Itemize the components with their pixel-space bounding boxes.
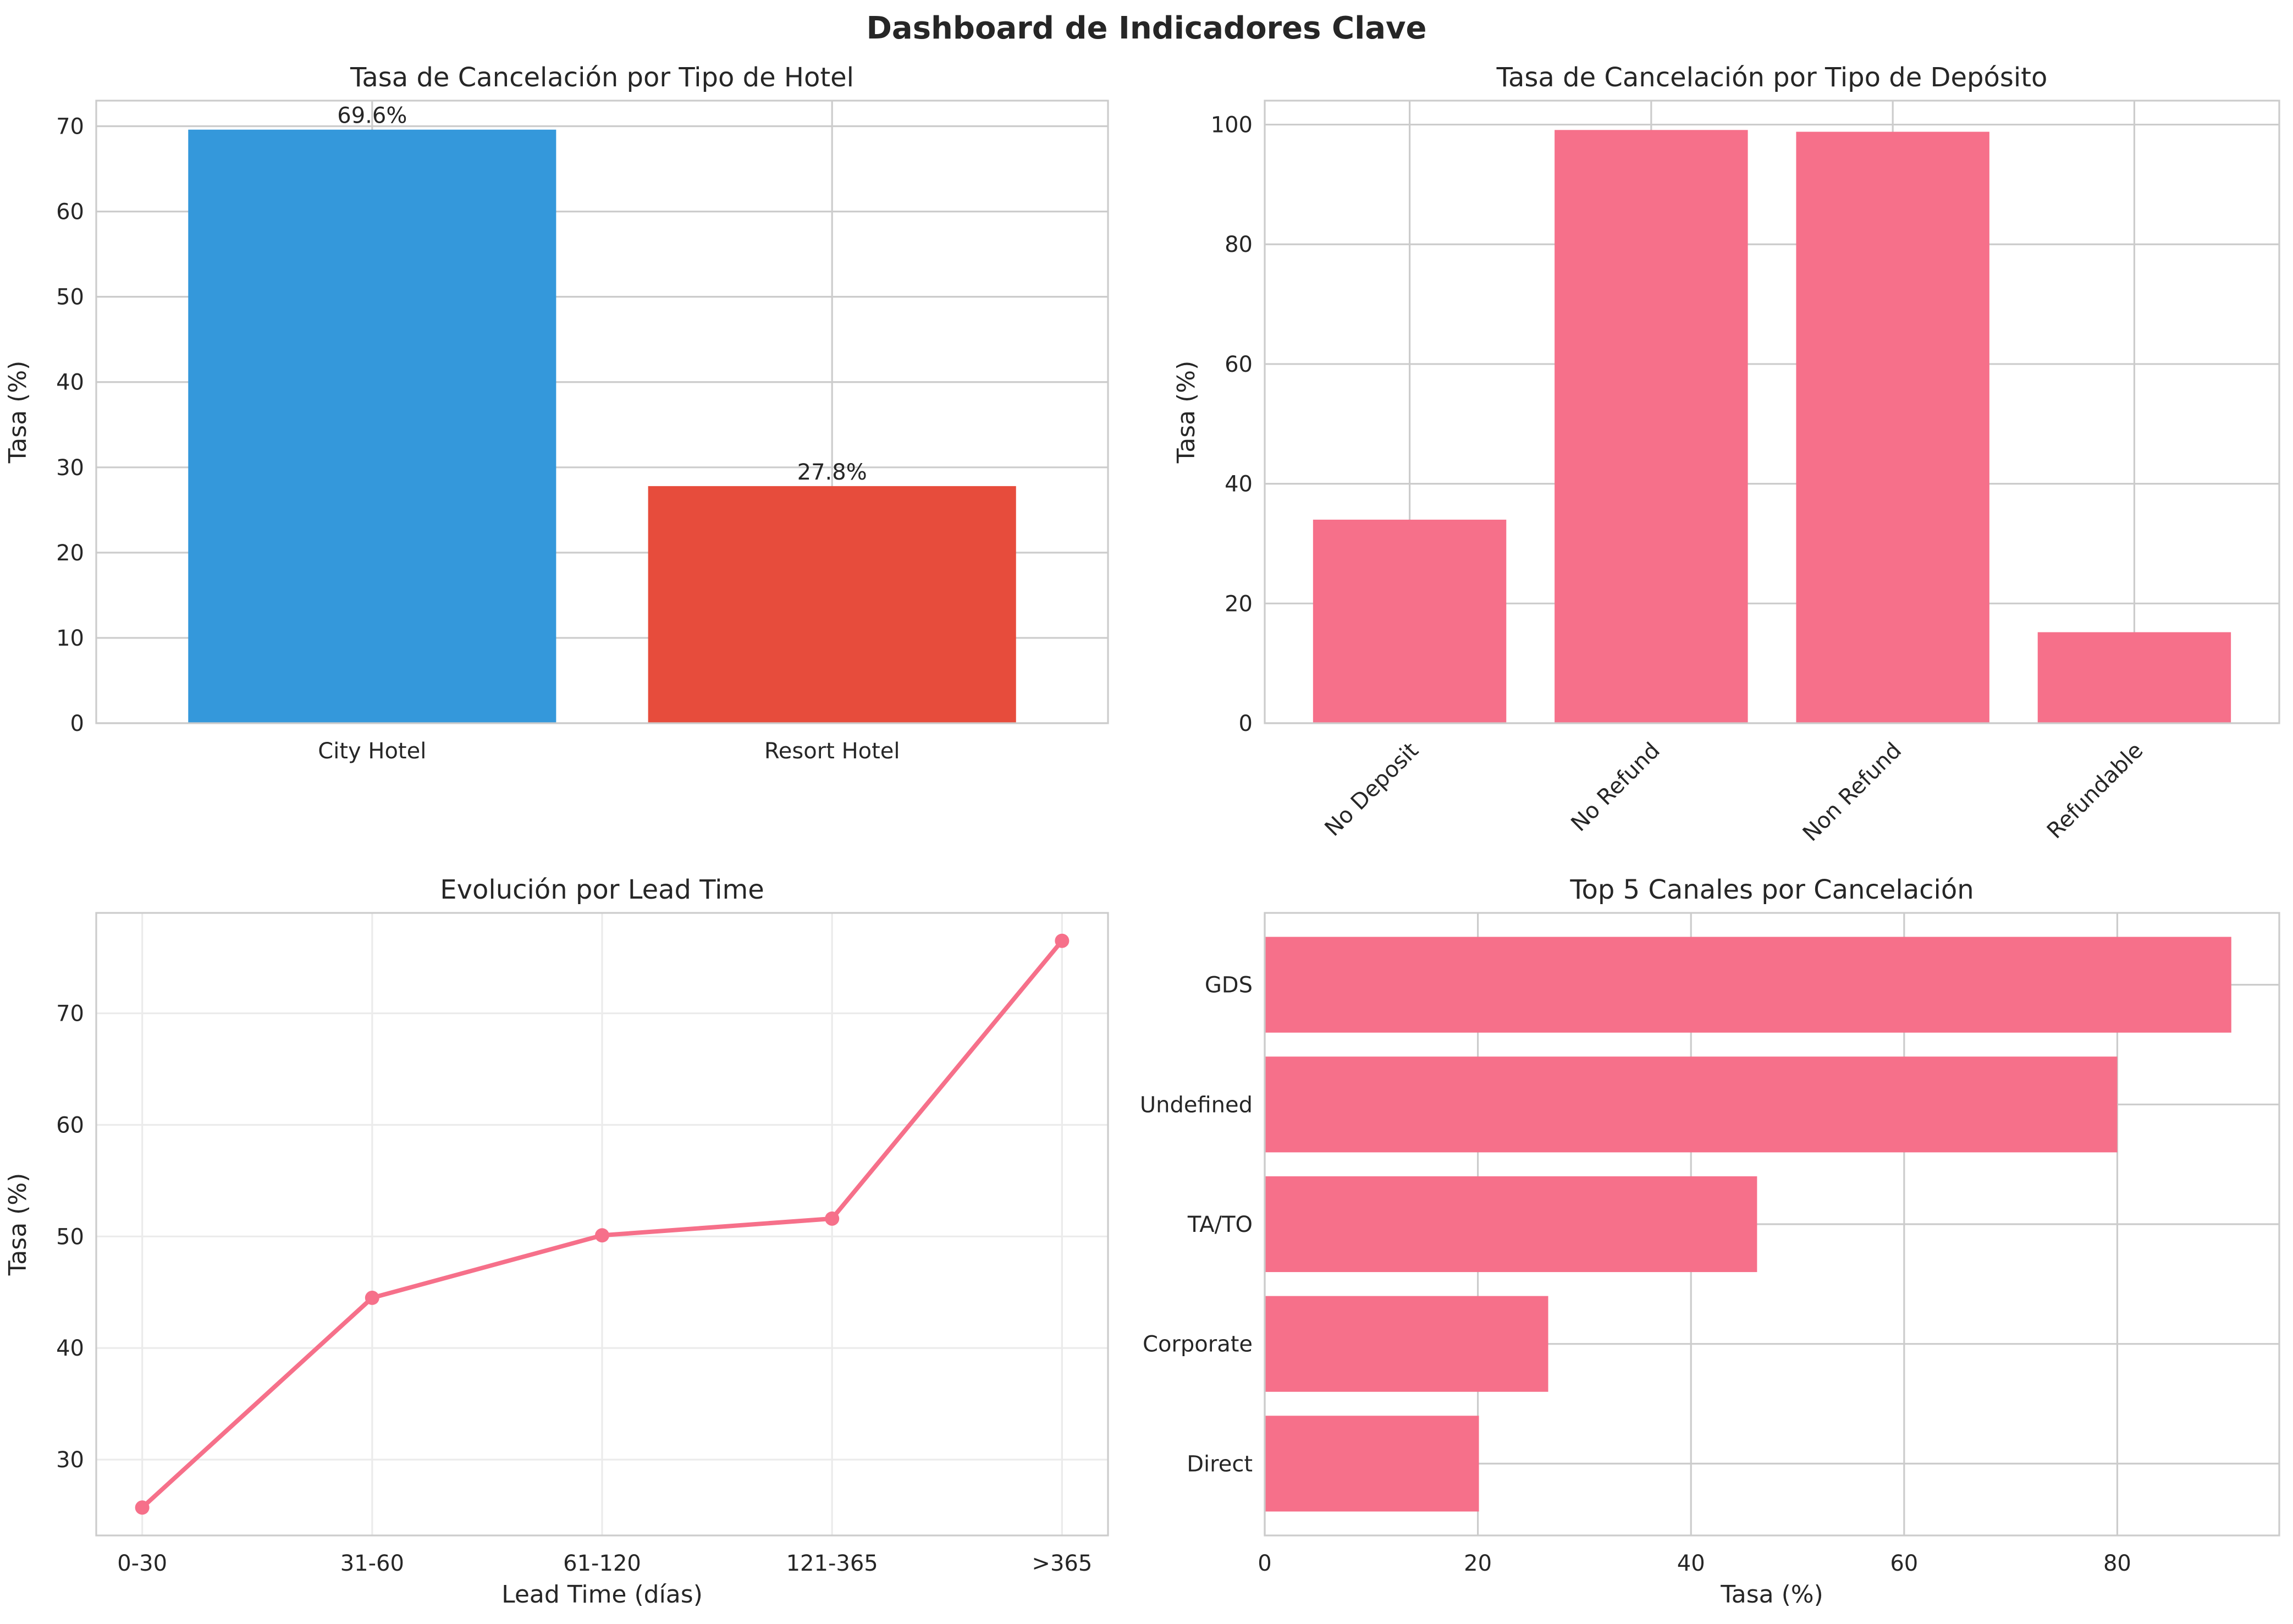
chart-title: Top 5 Canales por Cancelación bbox=[1569, 874, 1974, 905]
y-tick-label: 20 bbox=[56, 541, 84, 566]
bar bbox=[1555, 130, 1748, 724]
plot-frame bbox=[95, 912, 1109, 1537]
y-tick-label: Direct bbox=[1187, 1451, 1253, 1477]
x-tick-label: No Refund bbox=[1566, 738, 1665, 837]
x-tick-label: 0 bbox=[1258, 1551, 1271, 1576]
bar bbox=[188, 129, 556, 724]
plot-frame bbox=[1264, 912, 2280, 1537]
y-tick-label: 100 bbox=[1211, 113, 1253, 138]
bar bbox=[1313, 519, 1507, 723]
chart-deposit-type: 0 20 40 60 80 100 No Deposit No Refund Non Refun… bbox=[1172, 62, 2280, 846]
bar bbox=[648, 486, 1016, 723]
chart-lead-time: 30 40 50 60 70 0-30 31-60 61-120 121-365 >365 Evol… bbox=[4, 874, 1109, 1609]
y-tick-label: 0 bbox=[70, 711, 84, 736]
y-tick-label: 80 bbox=[1225, 232, 1253, 257]
x-axis-label: Lead Time (días) bbox=[501, 1581, 703, 1609]
x-tick-label: 61-120 bbox=[563, 1551, 641, 1576]
x-tick-label: 60 bbox=[1890, 1551, 1918, 1576]
bar bbox=[1796, 131, 1989, 724]
bar bbox=[1265, 1176, 1757, 1273]
y-tick-label: 40 bbox=[1225, 472, 1253, 497]
y-tick-label: Corporate bbox=[1143, 1332, 1253, 1357]
plot-frame bbox=[1264, 100, 2280, 724]
x-tick-label: 40 bbox=[1677, 1551, 1705, 1576]
data-label: 69.6% bbox=[337, 103, 407, 129]
chart-top-channels: 0 20 40 60 80 GDS Undefined TA/TO Corporate Direc… bbox=[1140, 874, 2280, 1609]
chart-title: Tasa de Cancelación por Tipo de Depósito bbox=[1496, 62, 2048, 93]
y-tick-label: 70 bbox=[56, 1001, 84, 1027]
y-tick-label: 30 bbox=[56, 455, 84, 481]
x-tick-label: 121-365 bbox=[786, 1551, 878, 1576]
bar bbox=[2037, 632, 2231, 723]
y-tick-label: 60 bbox=[1225, 352, 1253, 377]
y-tick-label: 20 bbox=[1225, 591, 1253, 616]
data-point bbox=[365, 1290, 379, 1305]
y-tick-label: 40 bbox=[56, 1336, 84, 1361]
data-label: 27.8% bbox=[797, 460, 867, 485]
y-axis-label: Tasa (%) bbox=[4, 361, 32, 464]
y-tick-label: TA/TO bbox=[1187, 1212, 1253, 1237]
data-point bbox=[135, 1500, 150, 1515]
bar bbox=[1265, 1416, 1479, 1512]
data-point bbox=[595, 1228, 609, 1243]
y-tick-label: 60 bbox=[56, 200, 84, 225]
y-tick-label: 60 bbox=[56, 1113, 84, 1138]
y-tick-label: 30 bbox=[56, 1447, 84, 1473]
x-tick-label: 31-60 bbox=[340, 1551, 404, 1576]
y-tick-label: GDS bbox=[1205, 973, 1253, 998]
x-tick-label: City Hotel bbox=[318, 739, 426, 764]
bar bbox=[1265, 1296, 1548, 1392]
x-tick-label: 0-30 bbox=[117, 1551, 167, 1576]
y-tick-label: 50 bbox=[56, 1224, 84, 1249]
chart-hotel-type: 0 10 20 30 40 50 60 70 69.6% City Hotel 27.8% Resor… bbox=[4, 62, 1109, 764]
y-tick-label: 0 bbox=[1239, 711, 1253, 736]
y-axis-label: Tasa (%) bbox=[4, 1173, 32, 1276]
x-axis-label: Tasa (%) bbox=[1720, 1581, 1823, 1609]
y-tick-label: 70 bbox=[56, 114, 84, 140]
x-tick-label: No Deposit bbox=[1320, 738, 1424, 841]
bar bbox=[1265, 937, 2231, 1033]
y-tick-label: Undefined bbox=[1140, 1092, 1253, 1117]
bar bbox=[1265, 1056, 2118, 1153]
chart-title: Tasa de Cancelación por Tipo de Hotel bbox=[350, 62, 854, 93]
page-title: Dashboard de Indicadores Clave bbox=[866, 10, 1426, 46]
x-tick-label: 20 bbox=[1464, 1551, 1492, 1576]
chart-title: Evolución por Lead Time bbox=[440, 874, 764, 905]
data-point bbox=[825, 1211, 840, 1226]
plot-frame bbox=[95, 100, 1109, 724]
x-tick-label: >365 bbox=[1032, 1551, 1092, 1576]
y-tick-label: 40 bbox=[56, 370, 84, 395]
y-tick-label: 50 bbox=[56, 285, 84, 310]
x-tick-label: Resort Hotel bbox=[764, 739, 900, 764]
x-tick-label: 80 bbox=[2103, 1551, 2131, 1576]
x-tick-label: Refundable bbox=[2042, 738, 2148, 844]
x-tick-label: Non Refund bbox=[1798, 738, 1906, 846]
y-tick-label: 10 bbox=[56, 626, 84, 651]
data-point bbox=[1055, 933, 1070, 948]
y-axis-label: Tasa (%) bbox=[1172, 361, 1200, 464]
